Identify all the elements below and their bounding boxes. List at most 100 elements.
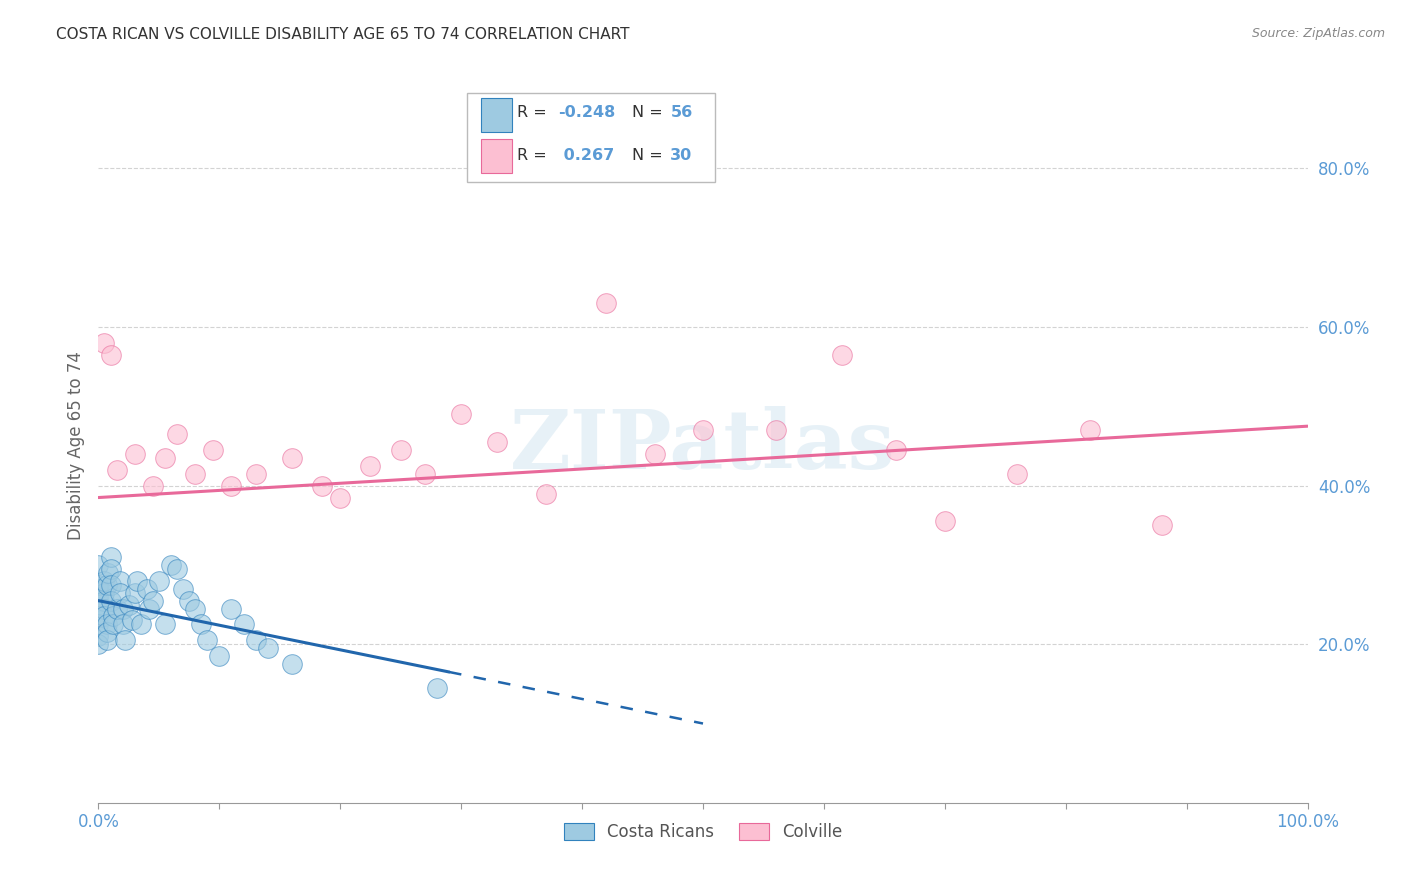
Point xyxy=(101,617,124,632)
Point xyxy=(100,549,122,564)
Point xyxy=(93,335,115,350)
Point xyxy=(281,450,304,465)
Point xyxy=(127,574,149,588)
Text: R =: R = xyxy=(517,148,551,163)
Text: 30: 30 xyxy=(671,148,693,163)
Text: Source: ZipAtlas.com: Source: ZipAtlas.com xyxy=(1251,27,1385,40)
Point xyxy=(595,296,617,310)
Point xyxy=(87,601,110,615)
Point xyxy=(105,463,128,477)
Point xyxy=(1152,518,1174,533)
Point xyxy=(142,478,165,492)
Point xyxy=(97,566,120,580)
Point xyxy=(87,609,110,624)
Point xyxy=(87,593,110,607)
Point xyxy=(831,348,853,362)
FancyBboxPatch shape xyxy=(467,93,716,182)
Point xyxy=(101,609,124,624)
Point xyxy=(281,657,304,671)
Point xyxy=(166,562,188,576)
Point xyxy=(100,593,122,607)
Point xyxy=(179,593,201,607)
Point xyxy=(486,435,509,450)
Text: ZIPatlas: ZIPatlas xyxy=(510,406,896,486)
Point xyxy=(413,467,436,481)
Point xyxy=(886,442,908,457)
Text: COSTA RICAN VS COLVILLE DISABILITY AGE 65 TO 74 CORRELATION CHART: COSTA RICAN VS COLVILLE DISABILITY AGE 6… xyxy=(56,27,630,42)
FancyBboxPatch shape xyxy=(481,98,512,132)
Y-axis label: Disability Age 65 to 74: Disability Age 65 to 74 xyxy=(66,351,84,541)
Point xyxy=(87,578,110,592)
Point xyxy=(121,614,143,628)
Point xyxy=(311,478,333,492)
Point xyxy=(256,641,278,656)
Point xyxy=(148,574,170,588)
Point xyxy=(108,574,131,588)
Point xyxy=(142,593,165,607)
Point xyxy=(245,633,267,648)
FancyBboxPatch shape xyxy=(481,139,512,173)
Point xyxy=(93,593,115,607)
Point xyxy=(100,578,122,592)
Point xyxy=(644,447,666,461)
Point xyxy=(329,491,352,505)
Point xyxy=(93,601,115,615)
Point xyxy=(129,617,152,632)
Point xyxy=(93,585,115,599)
Point xyxy=(360,458,382,473)
Point xyxy=(87,558,110,572)
Point xyxy=(124,447,146,461)
Point xyxy=(118,598,141,612)
Point xyxy=(96,617,118,632)
Point xyxy=(202,442,225,457)
Point xyxy=(87,590,110,604)
Point xyxy=(692,423,714,437)
Point xyxy=(190,617,212,632)
Legend: Costa Ricans, Colville: Costa Ricans, Colville xyxy=(557,816,849,848)
Point xyxy=(221,478,243,492)
Point xyxy=(221,601,243,615)
Point xyxy=(87,637,110,651)
Point xyxy=(96,633,118,648)
Point xyxy=(426,681,449,695)
Point xyxy=(166,427,188,442)
Point xyxy=(100,348,122,362)
Point xyxy=(124,585,146,599)
Text: 56: 56 xyxy=(671,105,693,120)
Point xyxy=(184,467,207,481)
Point xyxy=(172,582,194,596)
Point xyxy=(160,558,183,572)
Text: -0.248: -0.248 xyxy=(558,105,616,120)
Point xyxy=(534,486,557,500)
Point xyxy=(208,649,231,664)
Text: 0.267: 0.267 xyxy=(558,148,614,163)
Point xyxy=(87,629,110,643)
Point xyxy=(195,633,218,648)
Point xyxy=(111,601,134,615)
Point xyxy=(111,617,134,632)
Point xyxy=(105,601,128,615)
Text: N =: N = xyxy=(631,148,668,163)
Text: R =: R = xyxy=(517,105,551,120)
Point xyxy=(450,407,472,421)
Point xyxy=(138,601,160,615)
Point xyxy=(389,442,412,457)
Point xyxy=(245,467,267,481)
Point xyxy=(100,562,122,576)
Point xyxy=(96,625,118,640)
Point xyxy=(934,514,956,528)
Point xyxy=(114,633,136,648)
Point xyxy=(232,617,254,632)
Point xyxy=(93,574,115,588)
Point xyxy=(184,601,207,615)
Point xyxy=(135,582,157,596)
Point xyxy=(765,423,787,437)
Point xyxy=(108,585,131,599)
Point xyxy=(1007,467,1029,481)
Point xyxy=(87,582,110,596)
Text: N =: N = xyxy=(631,105,668,120)
Point xyxy=(153,617,176,632)
Point xyxy=(1078,423,1101,437)
Point xyxy=(153,450,176,465)
Point xyxy=(93,609,115,624)
